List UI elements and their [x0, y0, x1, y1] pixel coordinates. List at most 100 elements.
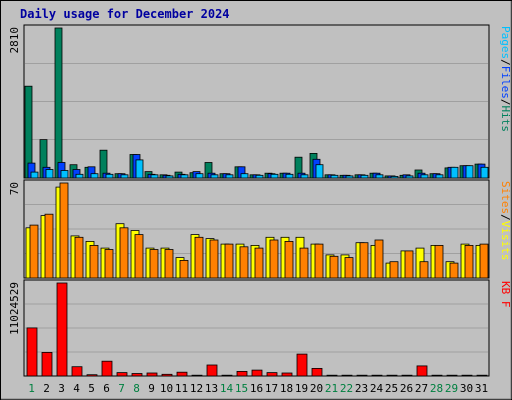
bar-kb-f-day-22 — [341, 374, 353, 377]
bar-sites-day-5 — [89, 244, 99, 279]
bar-sites-day-11 — [179, 259, 189, 279]
bar-kb-f-day-18 — [281, 372, 293, 377]
max-label-bot: 11024529 — [8, 282, 21, 335]
bar-kb-f-day-21 — [326, 374, 338, 377]
bar-pages-day-1 — [30, 171, 39, 179]
day-label-13: 13 — [205, 382, 218, 395]
day-label-7: 7 — [118, 382, 125, 395]
day-axis: 1 2 3 4 5 6 7 8 9 10 11 12 13 14 15 16 17 18 19 20 21 22 23 24 2… — [28, 382, 488, 395]
day-label-29: 29 — [445, 382, 458, 395]
bar-kb-f-day-31 — [476, 374, 488, 377]
legend-entry: Sites — [499, 181, 512, 214]
bar-kb-f-day-13 — [206, 364, 218, 377]
bar-pages-day-27 — [420, 174, 429, 179]
day-label-2: 2 — [43, 382, 50, 395]
panel-bot: 11024529 KB F — [8, 279, 512, 377]
panel-mid: 70 Sites/Visits — [8, 179, 512, 279]
bar-pages-day-31 — [480, 166, 489, 179]
bar-sites-day-13 — [209, 239, 219, 279]
day-label-10: 10 — [160, 382, 173, 395]
day-label-26: 26 — [400, 382, 413, 395]
bar-sites-day-30 — [464, 244, 474, 279]
bar-sites-day-6 — [104, 249, 114, 279]
day-label-1: 1 — [28, 382, 35, 395]
bar-pages-day-4 — [75, 173, 84, 179]
bar-sites-day-9 — [149, 249, 159, 279]
bar-sites-day-31 — [479, 243, 489, 279]
day-label-5: 5 — [88, 382, 95, 395]
day-label-23: 23 — [355, 382, 368, 395]
bar-sites-day-14 — [224, 243, 234, 279]
bar-pages-day-18 — [285, 173, 294, 179]
bar-sites-day-26 — [404, 250, 414, 279]
day-label-25: 25 — [385, 382, 398, 395]
bar-kb-f-day-16 — [251, 369, 263, 377]
bar-kb-f-day-2 — [41, 351, 53, 377]
bar-pages-day-24 — [375, 174, 384, 179]
bar-sites-day-15 — [239, 246, 249, 279]
legend-entry: / — [499, 99, 512, 106]
bar-sites-day-20 — [314, 243, 324, 279]
bar-kb-f-day-9 — [146, 372, 158, 377]
bar-kb-f-day-17 — [266, 372, 278, 377]
bar-pages-day-5 — [90, 173, 99, 179]
bar-sites-day-2 — [44, 213, 54, 279]
bar-sites-day-16 — [254, 247, 264, 279]
bar-kb-f-day-29 — [446, 374, 458, 377]
bar-sites-day-29 — [449, 262, 459, 279]
bar-kb-f-day-4 — [71, 366, 83, 377]
bar-kb-f-day-28 — [431, 374, 443, 377]
bar-pages-day-3 — [60, 170, 69, 179]
bar-kb-f-day-6 — [101, 360, 113, 377]
bar-sites-day-12 — [194, 236, 204, 279]
bar-kb-f-day-19 — [296, 353, 308, 377]
bar-pages-day-16 — [255, 174, 264, 179]
max-label-top: 2810 — [8, 27, 21, 54]
bar-kb-f-day-3 — [56, 282, 68, 377]
day-label-24: 24 — [370, 382, 384, 395]
bar-pages-day-29 — [450, 166, 459, 179]
bar-kb-f-day-11 — [176, 371, 188, 377]
bar-sites-day-23 — [359, 242, 369, 279]
legend-entry: Hits — [499, 106, 512, 133]
bar-kb-f-day-27 — [416, 365, 428, 377]
bar-pages-day-8 — [135, 159, 144, 179]
day-label-15: 15 — [235, 382, 248, 395]
day-label-11: 11 — [175, 382, 188, 395]
day-label-18: 18 — [280, 382, 293, 395]
legend-entry: / — [499, 214, 512, 221]
bar-sites-day-21 — [329, 255, 339, 279]
bar-sites-day-18 — [284, 240, 294, 279]
bar-sites-day-19 — [299, 247, 309, 279]
bar-sites-day-8 — [134, 234, 144, 279]
bar-kb-f-day-23 — [356, 374, 368, 377]
day-label-4: 4 — [73, 382, 80, 395]
bar-sites-day-10 — [164, 249, 174, 279]
bar-pages-day-28 — [435, 174, 444, 179]
bar-sites-day-27 — [419, 261, 429, 279]
bar-pages-day-20 — [315, 164, 324, 179]
bar-pages-day-30 — [465, 165, 474, 179]
legend-entry: Visits — [499, 221, 512, 261]
day-label-3: 3 — [58, 382, 65, 395]
chart-title: Daily usage for December 2024 — [20, 7, 230, 21]
day-label-27: 27 — [415, 382, 428, 395]
bar-sites-day-4 — [74, 236, 84, 279]
bar-pages-day-9 — [150, 174, 159, 179]
bar-kb-f-day-30 — [461, 374, 473, 377]
bar-kb-f-day-10 — [161, 373, 173, 377]
bar-kb-f-day-25 — [386, 374, 398, 377]
bar-kb-f-day-15 — [236, 370, 248, 377]
day-label-12: 12 — [190, 382, 203, 395]
legend-bot: KB F — [499, 281, 512, 308]
bar-sites-day-28 — [434, 244, 444, 279]
bar-pages-day-13 — [210, 174, 219, 179]
bar-hits-day-3 — [54, 27, 63, 179]
bar-pages-day-25 — [390, 175, 399, 179]
day-label-16: 16 — [250, 382, 263, 395]
bar-kb-f-day-20 — [311, 367, 323, 377]
bar-pages-day-2 — [45, 169, 54, 179]
day-label-22: 22 — [340, 382, 353, 395]
